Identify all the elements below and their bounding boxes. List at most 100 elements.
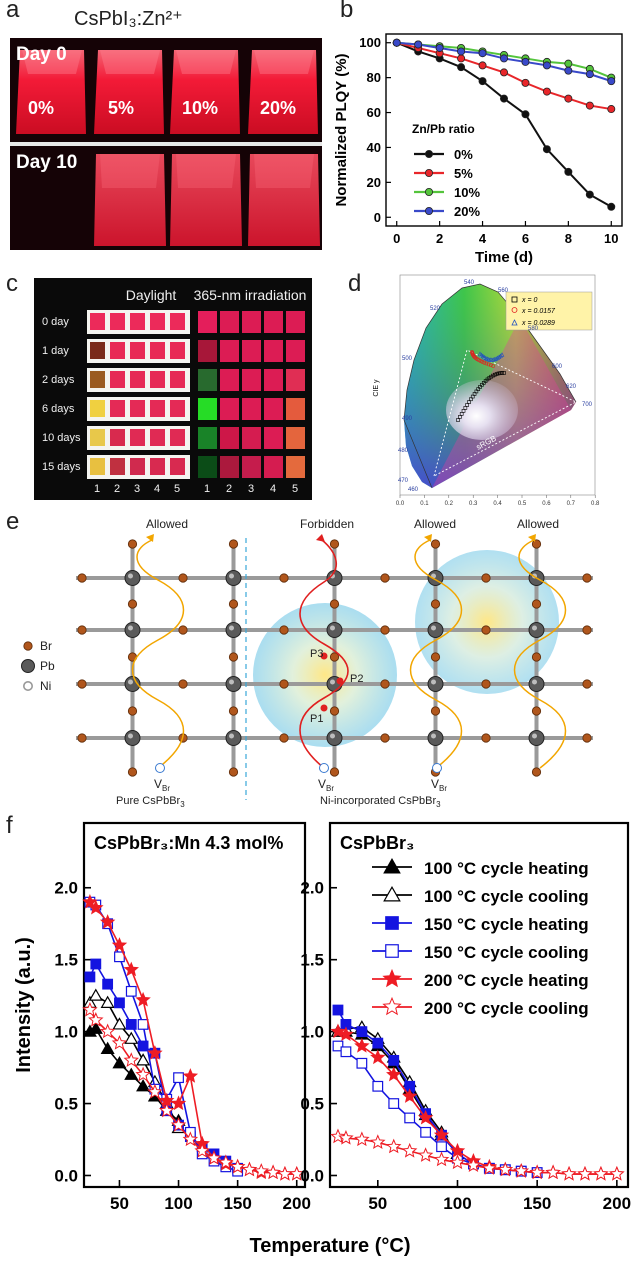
pb-atom-shine-1-7 xyxy=(431,625,436,631)
chart-f-left-xtick-label-150: 150 xyxy=(223,1194,251,1213)
cie-legend-marker-2 xyxy=(511,319,518,326)
uv-sample-4-0 xyxy=(198,427,217,449)
pb-atom-3-9 xyxy=(528,730,545,746)
br-atom-0-8 xyxy=(481,573,491,583)
chart-f-left-point-0-2 xyxy=(100,1041,115,1054)
chart-f-left-point-4-5 xyxy=(135,991,151,1007)
pb-atom-shine-1-9 xyxy=(532,625,537,631)
chart-b-legend-marker-3 xyxy=(425,206,434,215)
slab-day10-2 xyxy=(170,154,242,246)
wavelength-label-600: 600 xyxy=(552,364,563,370)
uv-sample-5-1 xyxy=(220,456,239,478)
br-atom-3-6 xyxy=(380,733,390,743)
cie-trace-x0-3 xyxy=(461,409,466,413)
cie-trace-x0-18 xyxy=(489,374,493,379)
uv-sample-3-2 xyxy=(242,398,261,420)
slab-day0-2 xyxy=(170,50,240,134)
chart-b-point-1-4 xyxy=(478,61,487,70)
uv-header: 365-nm irradiation xyxy=(194,287,307,303)
chart-f-right-point-5-16 xyxy=(577,1165,593,1181)
cie-trace-x0-11 xyxy=(476,387,481,391)
chart-f-left-ytick-label-2: 2.0 xyxy=(54,879,78,898)
wavelength-label-470: 470 xyxy=(398,478,409,484)
br-atom-1-2 xyxy=(178,625,188,635)
br-atom-v-7-2 xyxy=(430,652,441,662)
slab-day10-highlight-1 xyxy=(100,154,160,188)
pb-atom-shine-1-5 xyxy=(330,625,335,631)
chart-f-right-point-3-6 xyxy=(420,1126,432,1138)
chart-b-point-1-3 xyxy=(457,54,466,63)
uv-sample-2-2 xyxy=(242,369,261,391)
br-atom-v-5-3 xyxy=(329,706,340,716)
chart-f-right-point-5-1 xyxy=(338,1129,354,1145)
chart-f-left-point-5-16 xyxy=(265,1164,281,1180)
chart-b-legend-marker-0 xyxy=(425,149,434,158)
chart-b-ytick-label-20: 20 xyxy=(367,175,381,190)
pb-atom-3-7 xyxy=(427,730,444,746)
migration-path-forbidden-arrow xyxy=(316,534,325,542)
chart-f-left-point-5-12 xyxy=(218,1154,234,1170)
cie-tick-label-0: 0.0 xyxy=(396,501,405,507)
pb-atom-shine-3-7 xyxy=(431,733,436,739)
daylight-sample-0-4 xyxy=(170,313,185,330)
br-atom-0-6 xyxy=(380,573,390,583)
uv-sample-1-0 xyxy=(198,340,217,362)
pb-atom-1-7 xyxy=(427,622,444,638)
chart-b-point-1-5 xyxy=(499,68,508,77)
br-atom-v-5-0 xyxy=(329,539,340,549)
br-atom-2-8 xyxy=(481,679,491,689)
chart-f-right-point-4-2 xyxy=(354,1037,370,1053)
legend-ni-marker xyxy=(22,681,33,692)
chart-b-point-0-4 xyxy=(478,77,487,86)
row-label-2: 2 days xyxy=(42,374,75,386)
slab-day0-0 xyxy=(16,50,86,134)
panel-f-letter: f xyxy=(6,812,13,839)
chart-f-right-line-3 xyxy=(337,1045,538,1174)
cie-trace-x0-21 xyxy=(494,372,499,376)
chart-b-point-3-2 xyxy=(435,43,444,52)
panel-b-letter: b xyxy=(340,0,354,23)
chart-b-point-1-10 xyxy=(607,105,616,114)
chart-f-left-point-2-0 xyxy=(84,971,96,983)
br-atom-v-7-3 xyxy=(430,706,441,716)
pb-atom-3-3 xyxy=(225,730,242,746)
pb-atom-shine-2-3 xyxy=(229,679,234,685)
cie-trace-x2-15 xyxy=(499,352,505,357)
daylight-sample-4-2 xyxy=(130,429,145,446)
slab-day10-1 xyxy=(94,154,166,246)
uv-sample-1-2 xyxy=(242,340,261,362)
cie-trace-x0-22 xyxy=(496,371,501,376)
chart-f-left-point-5-18 xyxy=(289,1165,305,1181)
chart-f-left-point-1-1 xyxy=(88,988,103,1001)
daylight-sample-0-2 xyxy=(130,313,145,330)
panel-a-photos: Day 0 Day 10 0% 5% 10% 20% xyxy=(10,38,322,250)
uv-sample-3-4 xyxy=(286,398,305,420)
cie-trace-x0-1 xyxy=(458,415,462,419)
chart-f-right-point-3-7 xyxy=(436,1141,447,1153)
chart-f-legend-marker-0 xyxy=(383,857,401,874)
chart-f-right-point-5-12 xyxy=(513,1163,529,1178)
chart-f-ylabel: Intensity (a.u.) xyxy=(13,937,35,1073)
daylight-sample-1-3 xyxy=(150,342,165,359)
uv-sample-2-4 xyxy=(286,369,305,391)
chart-b-point-3-5 xyxy=(499,54,508,63)
chart-f-left-point-2-5 xyxy=(137,1040,149,1052)
label-allowed-right: Allowed xyxy=(517,517,559,531)
legend-pb-marker xyxy=(21,659,35,673)
pb-atom-shine-1-1 xyxy=(128,625,133,631)
chart-f-left-point-0-1 xyxy=(88,1021,103,1034)
chart-f-left-point-5-4 xyxy=(123,1052,139,1067)
cie-legend-0: x = 0 xyxy=(521,297,537,304)
br-atom-2-6 xyxy=(380,679,390,689)
cie-trace-x0-9 xyxy=(472,392,477,396)
uv-sample-4-2 xyxy=(242,427,261,449)
cie-legend-1: x = 0.0157 xyxy=(521,308,556,315)
chart-f-left-point-5-15 xyxy=(253,1163,269,1178)
cie-trace-x0-24 xyxy=(500,371,504,375)
br-atom-1-0 xyxy=(77,625,87,635)
cie-trace-x0-25 xyxy=(502,371,506,375)
chart-f-right-point-5-0 xyxy=(330,1128,346,1144)
chart-f-right-point-3-4 xyxy=(388,1098,400,1109)
chart-f: 50 100 150 200 0.0 0.5 1.0 1.5 2.0 CsPbBr₃:Mn 4.3… xyxy=(13,821,631,1257)
